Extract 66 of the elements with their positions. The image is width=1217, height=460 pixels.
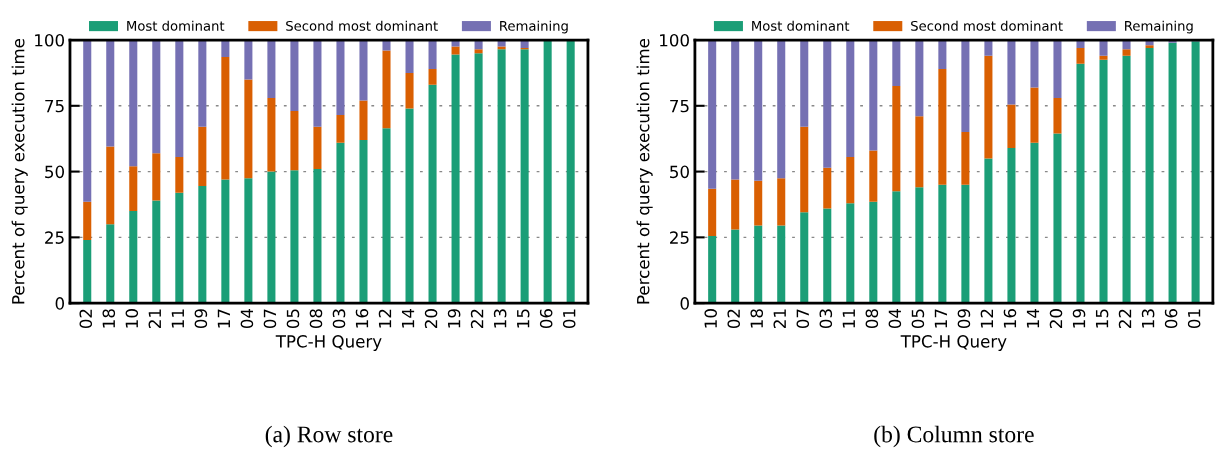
x-tick-label: 22 <box>470 309 484 328</box>
x-tick-label: 04 <box>888 308 902 329</box>
x-tick-label: 04 <box>240 308 254 329</box>
legend-label: Remaining <box>500 20 568 34</box>
y-tick-label: 75 <box>670 99 689 113</box>
y-tick-label: 100 <box>660 33 689 47</box>
x-tick-label: 02 <box>727 309 741 329</box>
x-tick-label: 21 <box>773 309 786 328</box>
x-tick-label: 10 <box>704 309 718 328</box>
x-tick-label: 20 <box>1049 309 1063 328</box>
x-tick-label: 18 <box>750 309 764 328</box>
x-tick-label: 15 <box>1095 309 1109 328</box>
x-tick-label: 14 <box>1026 308 1040 328</box>
y-tick-label: 75 <box>45 99 64 113</box>
x-tick-label: 01 <box>562 309 576 329</box>
y-tick-label: 50 <box>670 165 689 179</box>
x-tick-label: 09 <box>194 309 208 329</box>
x-tick-label: 16 <box>355 309 369 328</box>
x-tick-label: 03 <box>332 309 346 329</box>
x-tick-label: 22 <box>1118 309 1132 328</box>
x-tick-label: 06 <box>539 309 553 329</box>
x-tick-label: 19 <box>1072 309 1086 328</box>
x-tick-label: 17 <box>217 309 230 328</box>
x-tick-label: 01 <box>1187 309 1201 329</box>
legend-label: Remaining <box>1125 20 1193 34</box>
x-tick-label: 11 <box>842 309 855 328</box>
x-tick-label: 06 <box>1164 309 1178 329</box>
legend-label: Most dominant <box>752 20 850 31</box>
legend-label: Second most dominant <box>911 20 1063 31</box>
y-tick-label: 25 <box>45 231 64 244</box>
x-tick-label: 08 <box>309 309 323 329</box>
x-tick-label: 13 <box>493 309 507 328</box>
x-tick-label: 02 <box>79 309 93 329</box>
legend-label: Second most dominant <box>286 20 438 31</box>
x-axis-title: TPC-H Query <box>900 335 1007 351</box>
y-tick-label: 100 <box>35 33 65 47</box>
x-tick-label: 14 <box>401 308 415 328</box>
y-tick-label: 0 <box>680 297 689 310</box>
text: (a) Row store <box>265 425 393 448</box>
y-axis-title: Percent of query execution time <box>11 39 28 304</box>
x-tick-label: 19 <box>447 309 461 328</box>
x-tick-label: 05 <box>911 309 925 329</box>
x-tick-label: 12 <box>378 309 392 328</box>
x-tick-label: 18 <box>102 309 116 328</box>
x-tick-label: 09 <box>957 309 971 329</box>
x-tick-label: 20 <box>424 309 438 328</box>
x-tick-label: 21 <box>148 309 161 328</box>
y-tick-label: 50 <box>45 165 65 179</box>
x-tick-label: 05 <box>286 309 300 329</box>
x-axis-title: TPC-H Query <box>275 335 382 351</box>
text: (b) Column store <box>874 425 1034 448</box>
y-tick-label: 25 <box>670 231 689 244</box>
x-tick-label: 03 <box>819 309 833 329</box>
x-tick-label: 12 <box>980 309 994 328</box>
x-tick-label: 13 <box>1141 309 1155 328</box>
x-tick-label: 07 <box>263 309 277 329</box>
y-tick-label: 0 <box>55 297 65 310</box>
x-tick-label: 16 <box>1003 309 1017 328</box>
x-tick-label: 17 <box>934 309 947 328</box>
x-tick-label: 07 <box>796 309 810 329</box>
x-tick-label: 15 <box>517 309 530 328</box>
x-tick-label: 11 <box>171 309 184 328</box>
y-axis-title: Percent of query execution time <box>636 39 653 304</box>
x-tick-label: 08 <box>865 309 879 329</box>
x-tick-label: 10 <box>125 309 139 328</box>
legend-label: Most dominant <box>127 20 225 31</box>
